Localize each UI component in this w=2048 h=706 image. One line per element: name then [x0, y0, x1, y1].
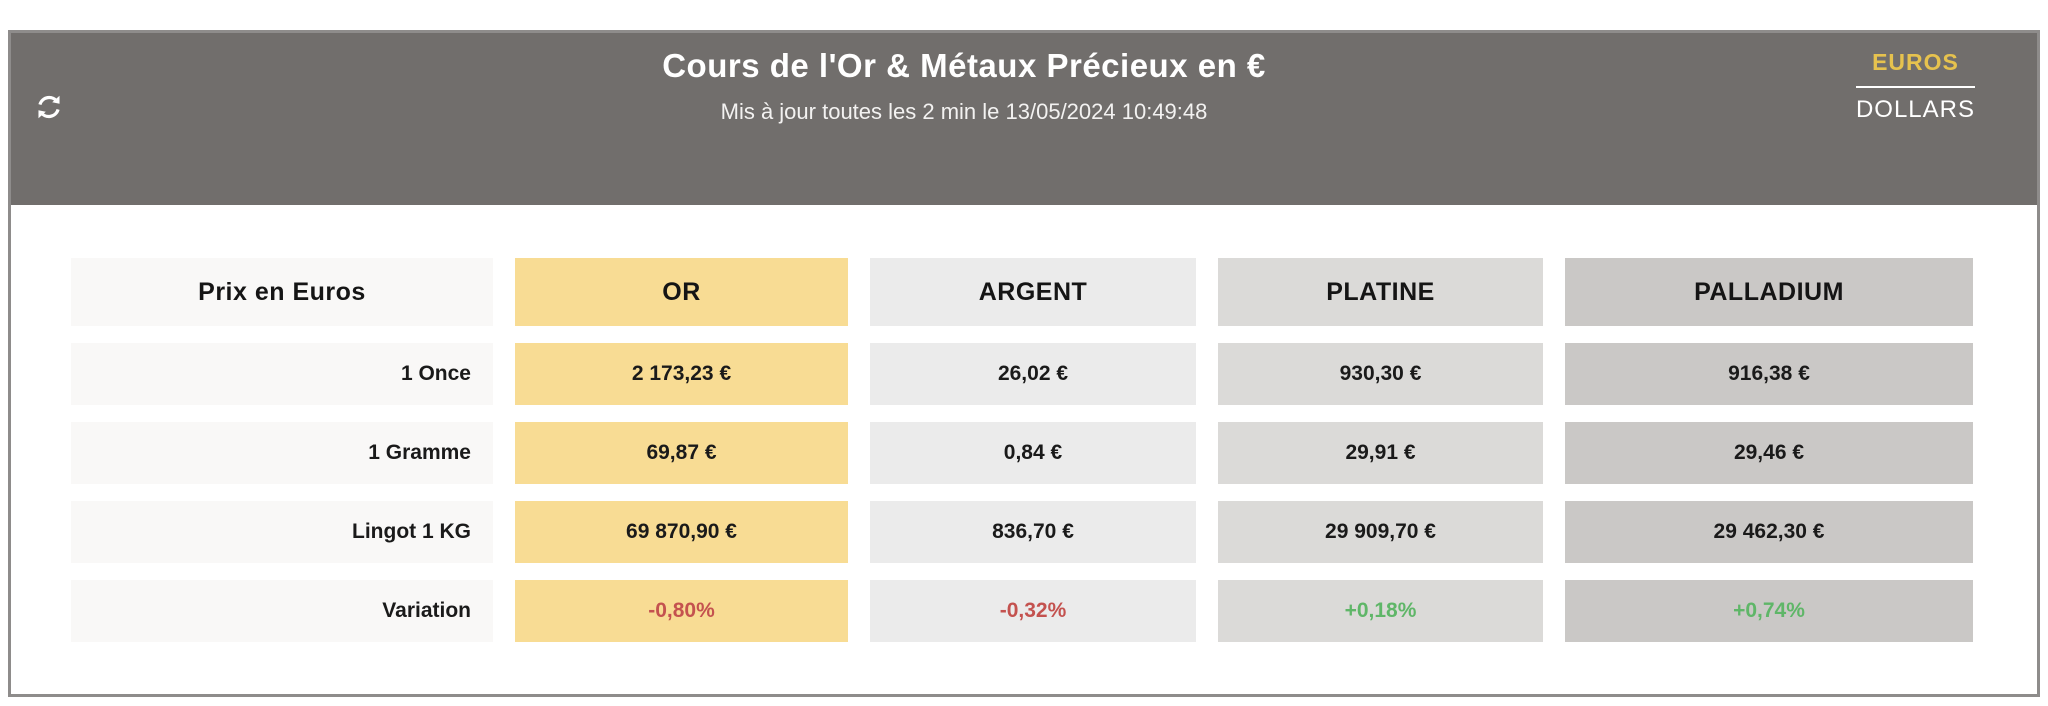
currency-euros-tab[interactable]: EUROS [1872, 49, 1959, 75]
column-header-platine: PLATINE [1218, 258, 1543, 326]
prices-body: Prix en Euros OR ARGENT PLATINE PALLADIU… [11, 205, 2037, 642]
widget-header: Cours de l'Or & Métaux Précieux en € Mis… [11, 33, 2037, 205]
currency-toggle: EUROS DOLLARS [1855, 49, 1975, 124]
price-argent-once: 26,02 € [870, 343, 1196, 405]
page-title: Cours de l'Or & Métaux Précieux en € [662, 47, 1266, 84]
row-label-lingot: Lingot 1 KG [71, 501, 493, 563]
price-palladium-once: 916,38 € [1565, 343, 1973, 405]
last-updated-text: Mis à jour toutes les 2 min le 13/05/202… [720, 99, 1208, 124]
row-label-once: 1 Once [71, 343, 493, 405]
price-or-lingot: 69 870,90 € [515, 501, 848, 563]
header-title-block: Cours de l'Or & Métaux Précieux en € Mis… [11, 33, 2037, 205]
refresh-icon [33, 95, 65, 127]
widget-frame: Cours de l'Or & Métaux Précieux en € Mis… [8, 30, 2040, 697]
price-argent-lingot: 836,70 € [870, 501, 1196, 563]
column-header-or: OR [515, 258, 848, 326]
price-platine-lingot: 29 909,70 € [1218, 501, 1543, 563]
currency-dollars-tab[interactable]: DOLLARS [1855, 96, 1975, 123]
price-or-gramme: 69,87 € [515, 422, 848, 484]
price-platine-gramme: 29,91 € [1218, 422, 1543, 484]
price-argent-gramme: 0,84 € [870, 422, 1196, 484]
corner-header-cell: Prix en Euros [71, 258, 493, 326]
currency-divider [1855, 86, 1975, 88]
row-label-variation: Variation [71, 580, 493, 642]
price-palladium-gramme: 29,46 € [1565, 422, 1973, 484]
variation-or: -0,80% [515, 580, 848, 642]
column-header-palladium: PALLADIUM [1565, 258, 1973, 326]
price-palladium-lingot: 29 462,30 € [1565, 501, 1973, 563]
price-or-once: 2 173,23 € [515, 343, 848, 405]
variation-platine: +0,18% [1218, 580, 1543, 642]
price-platine-once: 930,30 € [1218, 343, 1543, 405]
variation-palladium: +0,74% [1565, 580, 1973, 642]
prices-table: Prix en Euros OR ARGENT PLATINE PALLADIU… [71, 258, 1973, 642]
refresh-button[interactable] [33, 91, 67, 125]
column-header-argent: ARGENT [870, 258, 1196, 326]
variation-argent: -0,32% [870, 580, 1196, 642]
row-label-gramme: 1 Gramme [71, 422, 493, 484]
